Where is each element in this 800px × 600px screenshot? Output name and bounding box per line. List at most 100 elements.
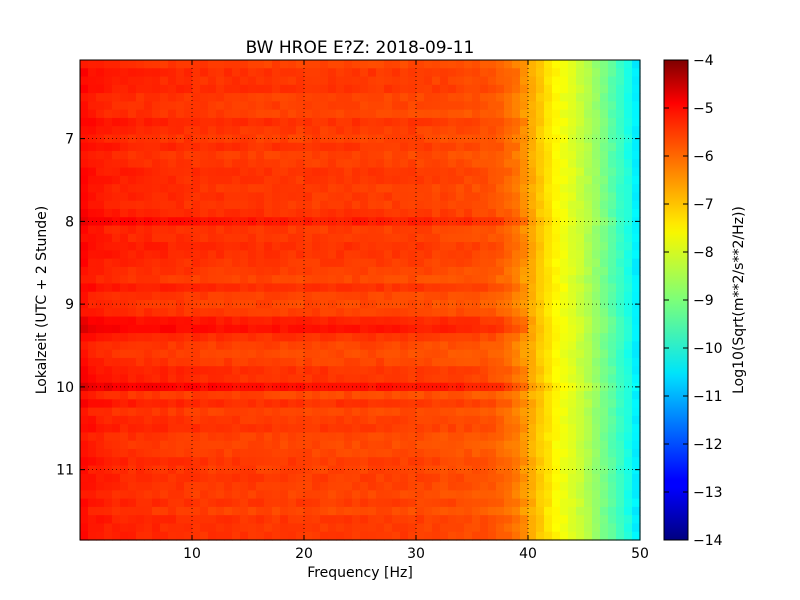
heatmap-cell bbox=[448, 159, 457, 169]
heatmap-cell bbox=[488, 175, 497, 185]
heatmap-cell bbox=[200, 349, 209, 359]
heatmap-cell bbox=[424, 225, 433, 235]
heatmap-cell bbox=[208, 407, 217, 417]
heatmap-cell bbox=[168, 432, 177, 442]
heatmap-cell bbox=[384, 242, 393, 251]
heatmap-cell bbox=[200, 225, 209, 235]
heatmap-cell bbox=[408, 283, 417, 293]
heatmap-cell bbox=[320, 432, 329, 442]
heatmap-cell bbox=[80, 531, 89, 541]
heatmap-cell bbox=[88, 101, 97, 111]
heatmap-cell bbox=[464, 184, 473, 194]
heatmap-cell bbox=[552, 324, 561, 334]
heatmap-cell bbox=[368, 109, 377, 119]
heatmap-row bbox=[80, 473, 641, 483]
heatmap-cell bbox=[376, 84, 385, 94]
heatmap-cell bbox=[328, 283, 337, 293]
heatmap-cell bbox=[264, 117, 273, 127]
heatmap-cell bbox=[88, 366, 97, 376]
heatmap-cell bbox=[120, 308, 129, 318]
heatmap-cell bbox=[464, 531, 473, 541]
heatmap-cell bbox=[144, 415, 153, 425]
heatmap-cell bbox=[488, 242, 497, 251]
heatmap-cell bbox=[552, 366, 561, 376]
heatmap-cell bbox=[504, 333, 513, 342]
heatmap-cell bbox=[528, 184, 537, 194]
heatmap-cell bbox=[104, 341, 113, 351]
heatmap-cell bbox=[448, 60, 457, 69]
heatmap-cell bbox=[608, 93, 617, 102]
heatmap-cell bbox=[272, 142, 281, 152]
heatmap-cell bbox=[136, 101, 145, 111]
heatmap-cell bbox=[88, 175, 97, 185]
heatmap-cell bbox=[272, 159, 281, 169]
heatmap-cell bbox=[352, 341, 361, 351]
heatmap-cell bbox=[320, 142, 329, 152]
heatmap-cell bbox=[368, 515, 377, 525]
heatmap-cell bbox=[448, 424, 457, 434]
heatmap-cell bbox=[560, 341, 569, 351]
heatmap-cell bbox=[584, 515, 593, 525]
heatmap-cell bbox=[224, 167, 233, 177]
heatmap-cell bbox=[216, 275, 225, 285]
heatmap-cell bbox=[512, 283, 521, 293]
heatmap-cell bbox=[536, 60, 545, 69]
heatmap-cell bbox=[384, 357, 393, 367]
heatmap-cell bbox=[360, 208, 369, 218]
heatmap-cell bbox=[392, 258, 401, 268]
heatmap-cell bbox=[496, 531, 505, 541]
heatmap-cell bbox=[136, 366, 145, 376]
heatmap-cell bbox=[600, 349, 609, 359]
heatmap-cell bbox=[88, 316, 97, 326]
heatmap-cell bbox=[424, 531, 433, 541]
heatmap-cell bbox=[472, 242, 481, 251]
heatmap-cell bbox=[448, 184, 457, 194]
heatmap-cell bbox=[104, 225, 113, 235]
heatmap-cell bbox=[360, 440, 369, 450]
heatmap-cell bbox=[360, 523, 369, 533]
heatmap-cell bbox=[168, 415, 177, 425]
heatmap-cell bbox=[312, 250, 321, 260]
heatmap-cell bbox=[520, 159, 529, 169]
heatmap-cell bbox=[584, 399, 593, 409]
heatmap-cell bbox=[448, 440, 457, 450]
heatmap-cell bbox=[472, 192, 481, 202]
heatmap-cell bbox=[232, 308, 241, 318]
heatmap-cell bbox=[296, 457, 305, 467]
heatmap-cell bbox=[272, 498, 281, 508]
heatmap-cell bbox=[344, 308, 353, 318]
heatmap-row bbox=[80, 291, 641, 301]
heatmap-cell bbox=[616, 101, 625, 111]
heatmap-cell bbox=[608, 424, 617, 434]
heatmap-cell bbox=[400, 233, 409, 243]
heatmap-cell bbox=[152, 93, 161, 102]
heatmap-cell bbox=[144, 316, 153, 326]
heatmap-cell bbox=[96, 424, 105, 434]
heatmap-cell bbox=[488, 341, 497, 351]
heatmap-cell bbox=[400, 208, 409, 218]
heatmap-cell bbox=[104, 101, 113, 111]
heatmap-cell bbox=[256, 93, 265, 102]
heatmap-cell bbox=[176, 391, 185, 400]
heatmap-cell bbox=[472, 424, 481, 434]
heatmap-cell bbox=[104, 151, 113, 160]
heatmap-cell bbox=[320, 225, 329, 235]
heatmap-cell bbox=[408, 308, 417, 318]
heatmap-cell bbox=[336, 490, 345, 500]
heatmap-cell bbox=[424, 457, 433, 467]
heatmap-cell bbox=[264, 515, 273, 525]
heatmap-cell bbox=[424, 242, 433, 251]
heatmap-cell bbox=[224, 531, 233, 541]
heatmap-cell bbox=[168, 374, 177, 384]
heatmap-cell bbox=[416, 506, 425, 516]
heatmap-cell bbox=[224, 159, 233, 169]
heatmap-cell bbox=[592, 316, 601, 326]
heatmap-cell bbox=[616, 457, 625, 467]
heatmap-row bbox=[80, 415, 641, 425]
heatmap-cell bbox=[520, 225, 529, 235]
heatmap-cell bbox=[328, 531, 337, 541]
heatmap-cell bbox=[312, 391, 321, 400]
heatmap-cell bbox=[512, 84, 521, 94]
heatmap-cell bbox=[192, 184, 201, 194]
heatmap-cell bbox=[96, 490, 105, 500]
